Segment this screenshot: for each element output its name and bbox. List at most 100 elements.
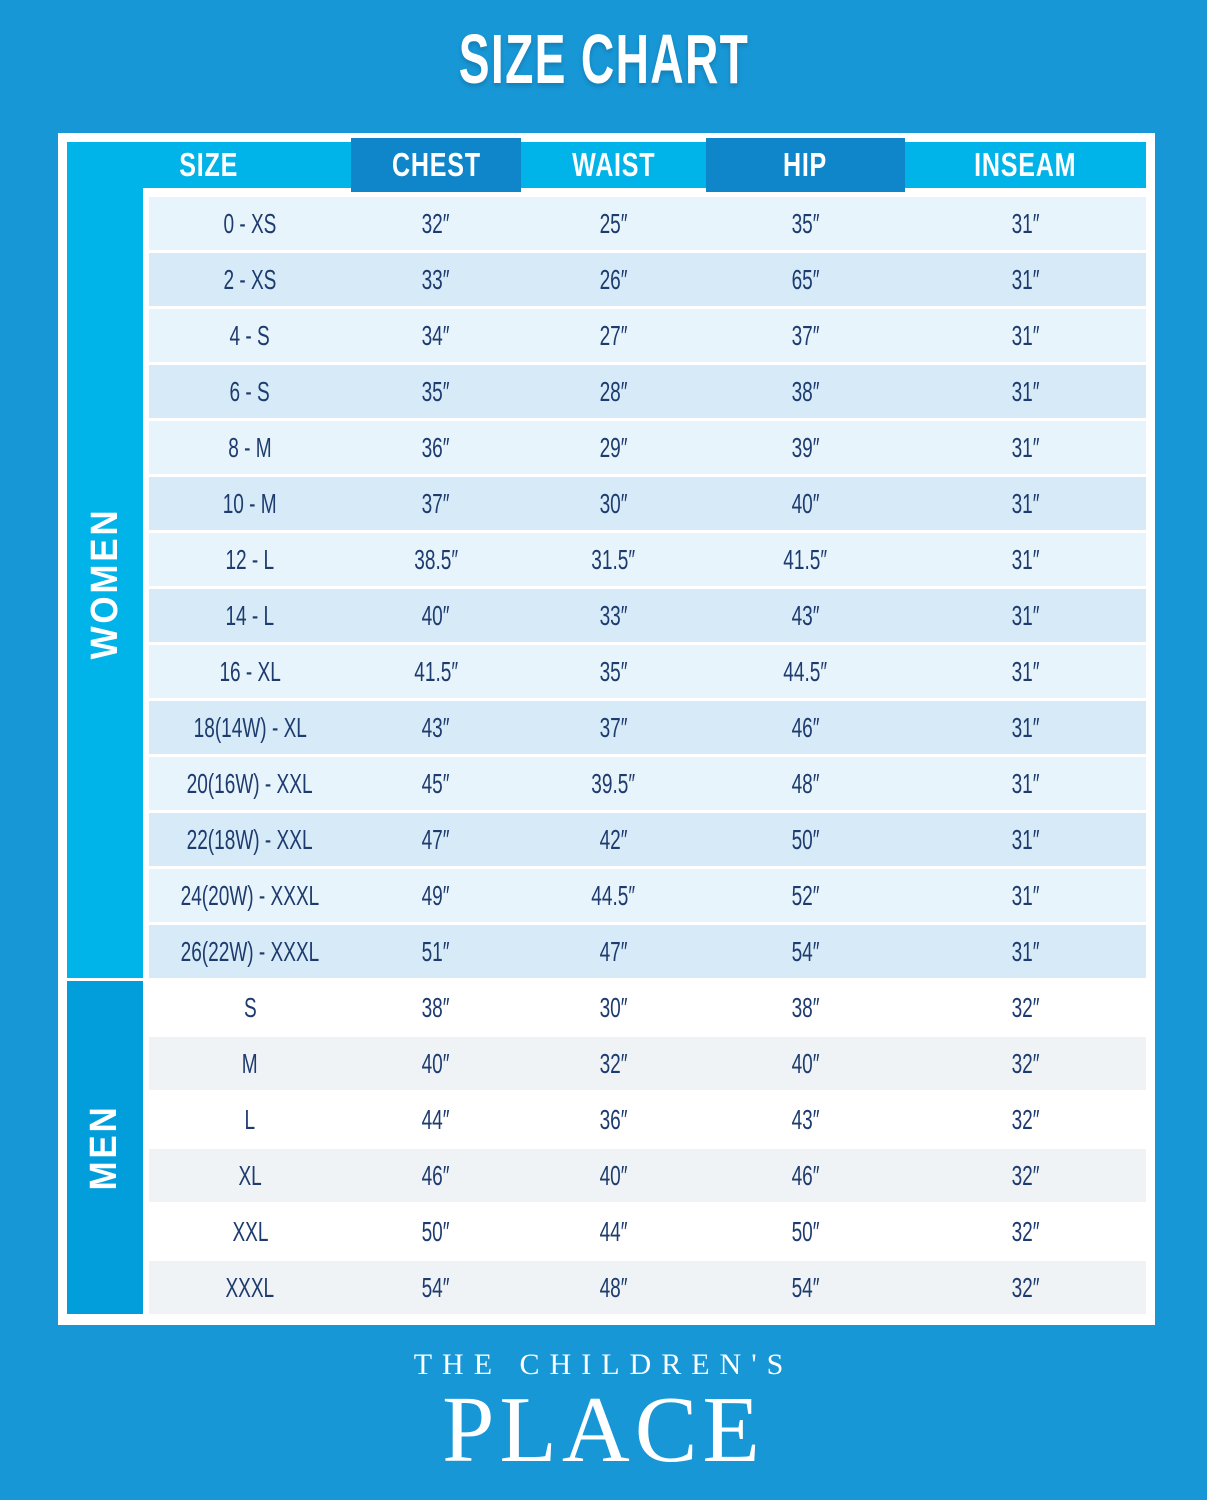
measurement-cell: 32″ [351,197,521,250]
cell-text: L [244,1103,256,1135]
cell-text: 44″ [599,1215,628,1247]
cell-text: 40″ [422,1047,450,1079]
measurement-cell: 31″ [905,925,1146,978]
measurement-cell: 50″ [706,813,905,866]
cell-text: 51″ [422,935,450,967]
cell-text: 42″ [599,823,628,855]
size-cell: 22(18W) - XXL [149,813,351,866]
measurement-cell: 40″ [706,1037,905,1090]
cell-text: 32″ [1011,1215,1040,1247]
cell-text: 30″ [599,991,628,1023]
measurement-cell: 30″ [521,477,706,530]
measurement-cell: 40″ [351,589,521,642]
measurement-cell: 31″ [905,533,1146,586]
cell-text: 37″ [599,711,628,743]
cell-text: 20(16W) - XXL [187,767,313,799]
cell-text: 32″ [599,1047,628,1079]
cell-text: 48″ [599,1271,628,1303]
measurement-cell: 31″ [905,309,1146,362]
cell-text: 40″ [791,1047,820,1079]
measurement-cell: 35″ [521,645,706,698]
cell-text: 54″ [791,1271,820,1303]
cell-text: 38.5″ [414,543,458,575]
measurement-cell: 31″ [905,701,1146,754]
table-row: 0 - XS 32″ 25″ 35″ 31″ [149,197,1146,250]
cell-text: 52″ [791,879,820,911]
measurement-cell: 44″ [521,1205,706,1258]
cell-text: 31″ [1011,263,1040,295]
column-header-chest-label: CHEST [391,146,481,183]
table-row: L 44″ 36″ 43″ 32″ [149,1093,1146,1146]
cell-text: 2 - XS [223,263,277,295]
measurement-cell: 40″ [706,477,905,530]
measurement-cell: 36″ [351,421,521,474]
cell-text: 31″ [1011,767,1040,799]
measurement-cell: 31″ [905,589,1146,642]
cell-text: 50″ [791,823,820,855]
group-label-women: WOMEN [67,188,143,978]
measurement-cell: 50″ [351,1205,521,1258]
column-header-inseam-label: INSEAM [974,146,1077,183]
measurement-cell: 44″ [351,1093,521,1146]
measurement-cell: 41.5″ [351,645,521,698]
title-area: SIZE CHART [0,24,1207,94]
cell-text: 33″ [599,599,628,631]
measurement-cell: 41.5″ [706,533,905,586]
size-cell: M [149,1037,351,1090]
size-cell: XXL [149,1205,351,1258]
brand-logo: THE CHILDREN'S PLACE [0,1348,1207,1477]
cell-text: 31″ [1011,823,1040,855]
cell-text: 45″ [422,767,450,799]
cell-text: 28″ [599,375,628,407]
measurement-cell: 31″ [905,869,1146,922]
measurement-cell: 32″ [905,981,1146,1034]
cell-text: 54″ [791,935,820,967]
cell-text: 31″ [1011,543,1040,575]
size-cell: 4 - S [149,309,351,362]
cell-text: 32″ [422,207,450,239]
measurement-cell: 32″ [521,1037,706,1090]
cell-text: 44.5″ [591,879,636,911]
cell-text: 31″ [1011,319,1040,351]
cell-text: 48″ [791,767,820,799]
page-title: SIZE CHART [458,20,749,98]
group-label-column: WOMEN MEN [67,188,143,1314]
measurement-cell: 37″ [351,477,521,530]
size-cell: XL [149,1149,351,1202]
table-rows: 0 - XS 32″ 25″ 35″ 31″ 2 - XS 33″ 26″ 65″ 31″ 4 - … [149,197,1146,1314]
cell-text: 22(18W) - XXL [187,823,313,855]
measurement-cell: 39″ [706,421,905,474]
cell-text: 44″ [422,1103,450,1135]
cell-text: 31″ [1011,487,1040,519]
measurement-cell: 54″ [706,925,905,978]
measurement-cell: 49″ [351,869,521,922]
size-cell: 0 - XS [149,197,351,250]
size-cell: 12 - L [149,533,351,586]
size-cell: 16 - XL [149,645,351,698]
cell-text: 40″ [422,599,450,631]
column-header-chest: CHEST [351,138,521,192]
column-header-size-label: SIZE [179,146,239,183]
size-cell: S [149,981,351,1034]
measurement-cell: 36″ [521,1093,706,1146]
measurement-cell: 40″ [351,1037,521,1090]
cell-text: 35″ [791,207,820,239]
cell-text: 43″ [791,599,820,631]
cell-text: 46″ [791,1159,820,1191]
table-row: 20(16W) - XXL 45″ 39.5″ 48″ 31″ [149,757,1146,810]
cell-text: M [242,1047,258,1079]
measurement-cell: 44.5″ [521,869,706,922]
table-row: XXL 50″ 44″ 50″ 32″ [149,1205,1146,1258]
measurement-cell: 54″ [351,1261,521,1314]
cell-text: 31″ [1011,207,1040,239]
measurement-cell: 38″ [351,981,521,1034]
cell-text: 26″ [599,263,628,295]
cell-text: XXXL [225,1271,275,1303]
cell-text: S [243,991,257,1023]
measurement-cell: 43″ [351,701,521,754]
table-row: 14 - L 40″ 33″ 43″ 31″ [149,589,1146,642]
cell-text: 31″ [1011,599,1040,631]
size-cell: 24(20W) - XXXL [149,869,351,922]
group-label-men: MEN [67,981,143,1314]
cell-text: 33″ [422,263,450,295]
